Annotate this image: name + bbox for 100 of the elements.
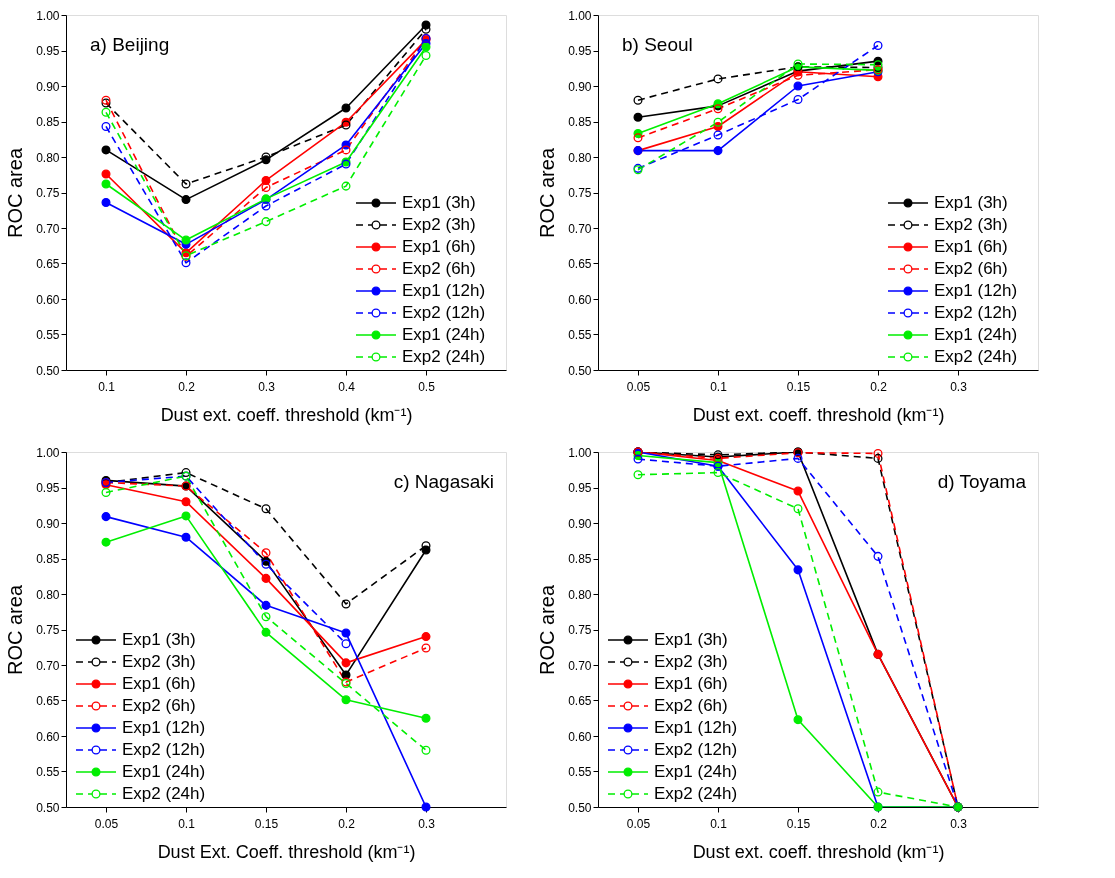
legend-label: Exp2 (6h) [122,696,196,715]
legend-label: Exp1 (6h) [934,237,1008,256]
text: d) Toyama [937,471,1027,492]
y-tick-label: 0.90 [568,79,592,94]
legend-label: Exp1 (6h) [122,674,196,693]
y-tick-label: 0.50 [568,800,592,815]
y-tick-label: 0.65 [36,257,60,271]
legend-label: Exp2 (3h) [402,215,476,234]
y-tick-label: 0.95 [36,481,60,495]
y-axis-title: ROC area [4,147,27,239]
y-tick-label: 0.95 [568,481,592,495]
y-tick-label: 0.60 [568,729,592,744]
legend-label: Exp1 (12h) [934,281,1018,300]
y-tick-label: 1.00 [36,8,60,23]
x-tick-label: 0.2 [178,379,196,394]
x-tick-label: 0.05 [626,379,651,394]
legend-label: Exp2 (3h) [934,215,1008,234]
y-tick-label: 1.00 [36,445,60,460]
y-tick-label: 0.90 [36,516,60,531]
legend-label: Exp1 (24h) [654,762,738,781]
x-tick-label: 0.4 [338,379,356,394]
x-tick-label: 0.15 [254,816,279,831]
x-tick-label: 0.3 [258,379,276,394]
legend-label: Exp1 (24h) [122,762,206,781]
y-tick-label: 0.75 [36,186,60,200]
y-tick-label: 0.70 [568,221,592,236]
y-tick-label: 0.70 [36,658,60,673]
y-tick-label: 0.85 [568,552,592,566]
y-tick-label: 0.75 [568,186,592,200]
text: a) Beijing [90,34,170,55]
text: c) Nagasaki [393,471,494,492]
legend-label: Exp2 (24h) [934,347,1018,366]
y-tick-label: 0.75 [36,623,60,637]
y-axis-title: ROC area [536,584,559,676]
x-tick-label: 0.15 [786,379,811,394]
x-tick-label: 0.3 [950,816,968,831]
y-tick-label: 0.50 [36,800,60,815]
y-tick-label: 1.00 [568,8,592,23]
y-tick-label: 0.60 [568,292,592,307]
y-axis-title: ROC area [4,584,27,676]
legend-label: Exp1 (12h) [122,718,206,737]
legend-label: Exp2 (6h) [402,259,476,278]
legend-label: Exp2 (6h) [654,696,728,715]
y-tick-label: 0.60 [36,292,60,307]
legend-label: Exp1 (6h) [654,674,728,693]
legend-label: Exp2 (24h) [402,347,486,366]
x-tick-label: 0.1 [98,379,116,394]
legend-label: Exp2 (12h) [934,303,1018,322]
y-tick-label: 0.90 [568,516,592,531]
y-tick-label: 0.95 [568,44,592,58]
legend-label: Exp1 (12h) [654,718,738,737]
x-tick-label: 0.3 [418,816,436,831]
legend-label: Exp1 (24h) [934,325,1018,344]
y-tick-label: 0.70 [36,221,60,236]
x-axis-title: Dust ext. coeff. threshold (km⁻¹) [160,404,413,425]
legend-label: Exp1 (3h) [934,193,1008,212]
y-tick-label: 0.65 [568,257,592,271]
y-tick-label: 0.65 [36,694,60,708]
x-tick-label: 0.1 [710,816,728,831]
legend-label: Exp1 (3h) [122,630,196,649]
x-axis-title: Dust ext. coeff. threshold (km⁻¹) [692,841,945,862]
x-tick-label: 0.1 [710,379,728,394]
x-tick-label: 0.05 [626,816,651,831]
y-tick-label: 0.55 [568,328,592,342]
y-tick-label: 0.95 [36,44,60,58]
x-tick-label: 0.1 [178,816,196,831]
legend-label: Exp1 (24h) [402,325,486,344]
y-tick-label: 0.85 [568,115,592,129]
legend-label: Exp1 (6h) [402,237,476,256]
x-axis-title: Dust ext. coeff. threshold (km⁻¹) [692,404,945,425]
y-tick-label: 0.80 [568,150,592,165]
text: b) Seoul [622,34,693,55]
x-tick-label: 0.15 [786,816,811,831]
legend-label: Exp2 (3h) [122,652,196,671]
y-tick-label: 0.55 [568,765,592,779]
y-tick-label: 0.60 [36,729,60,744]
legend-label: Exp1 (3h) [402,193,476,212]
x-tick-label: 0.2 [338,816,356,831]
y-tick-label: 0.75 [568,623,592,637]
y-tick-label: 0.85 [36,552,60,566]
x-tick-label: 0.2 [870,816,888,831]
legend-label: Exp2 (12h) [654,740,738,759]
legend-label: Exp2 (12h) [402,303,486,322]
x-tick-label: 0.05 [94,816,119,831]
legend-label: Exp2 (24h) [654,784,738,803]
y-axis-title: ROC area [536,147,559,239]
legend-label: Exp1 (12h) [402,281,486,300]
x-axis-title: Dust Ext. Coeff. threshold (km⁻¹) [157,841,416,862]
x-tick-label: 0.2 [870,379,888,394]
y-tick-label: 1.00 [568,445,592,460]
legend-label: Exp2 (6h) [934,259,1008,278]
y-tick-label: 0.85 [36,115,60,129]
y-tick-label: 0.80 [36,150,60,165]
y-tick-label: 0.80 [568,587,592,602]
y-tick-label: 0.65 [568,694,592,708]
y-tick-label: 0.55 [36,765,60,779]
y-tick-label: 0.50 [568,363,592,378]
legend-label: Exp2 (3h) [654,652,728,671]
legend-label: Exp2 (12h) [122,740,206,759]
legend-label: Exp1 (3h) [654,630,728,649]
